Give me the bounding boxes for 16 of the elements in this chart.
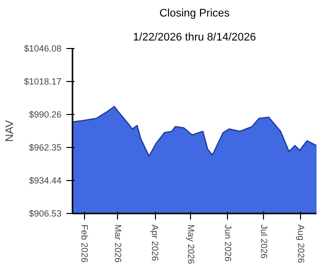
y-tick-label: $1018.17 [24, 76, 62, 86]
y-tick-label: $906.53 [28, 208, 62, 218]
x-tick-label: Mar 2026 [112, 224, 123, 263]
x-tick-label: Aug 2026 [296, 224, 306, 264]
y-tick-label: $934.44 [28, 176, 62, 186]
x-tick-label: Jun 2026 [222, 224, 233, 262]
x-tick-label: Jul 2026 [258, 224, 269, 259]
chart-title: Closing Prices [159, 8, 230, 20]
y-tick-label: $990.26 [28, 110, 62, 120]
y-tick-label: $1046.08 [24, 44, 62, 54]
x-tick-label: Feb 2026 [79, 224, 90, 263]
x-tick-label: Apr 2026 [150, 224, 160, 262]
y-tick-label: $962.35 [28, 142, 62, 152]
x-tick-label: May 2026 [186, 224, 196, 264]
chart-subtitle: 1/22/2026 thru 8/14/2026 [133, 32, 256, 44]
y-axis-title: NAV [4, 119, 16, 142]
